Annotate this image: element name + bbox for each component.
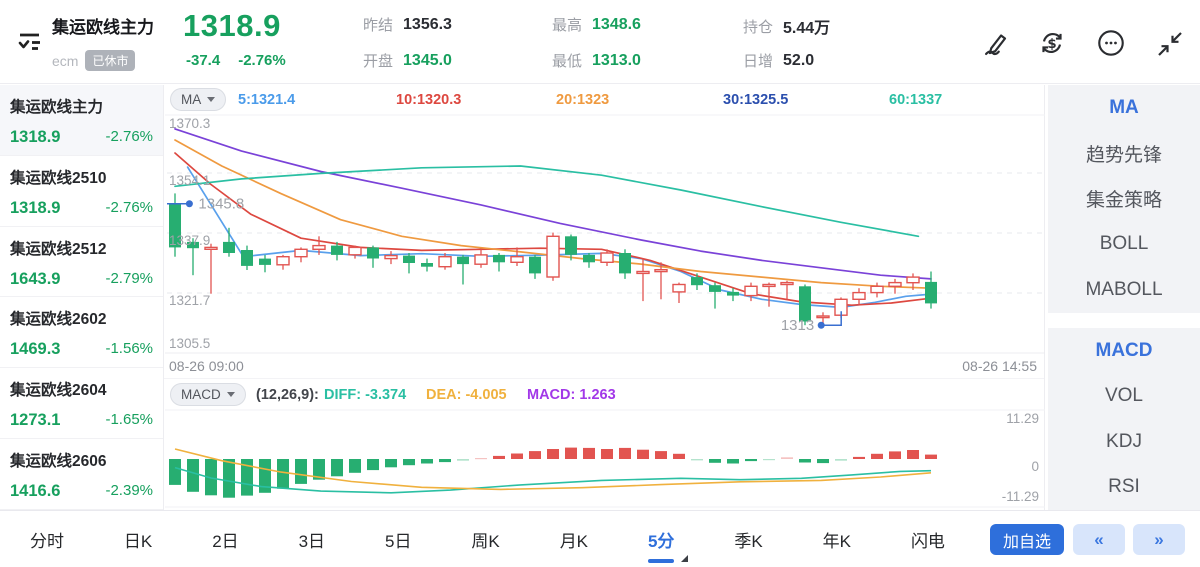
contract-title: 集运欧线主力 (52, 18, 154, 37)
timeframe-bar: 分时 日K 2日 3日 5日 周K 月K 5分 季K 年K 闪电 加自选 « » (0, 510, 1200, 567)
prev-page-button[interactable]: « (1073, 524, 1125, 555)
add-to-watchlist-button[interactable]: 加自选 (990, 524, 1065, 555)
sub-indicator-group: MACD VOL KDJ RSI (1048, 328, 1200, 510)
watchlist-item[interactable]: 集运欧线2602 1469.3 -1.56% (0, 297, 163, 369)
macd-diff-value: DIFF: -3.374 (324, 387, 407, 403)
indicator-item-macd[interactable]: MACD (1095, 339, 1153, 361)
price-change: -37.4 -2.76% (186, 52, 286, 69)
ma60-value: 60:1337 (889, 92, 943, 108)
svg-text:1305.5: 1305.5 (169, 336, 210, 351)
svg-text:0: 0 (1031, 459, 1039, 474)
change-value: -37.4 (186, 52, 221, 69)
ma20-value: 20:1323 (556, 92, 610, 108)
overlay-item-ma[interactable]: MA (1109, 96, 1139, 118)
tab-5day[interactable]: 5日 (385, 532, 412, 551)
quote-list-icon[interactable] (14, 26, 44, 61)
macd-params: (12,26,9): (256, 387, 319, 403)
contract-code: ecm (52, 52, 79, 69)
next-page-button[interactable]: » (1133, 524, 1185, 555)
indicator-item-rsi[interactable]: RSI (1108, 476, 1140, 498)
timeframe-tabs: 分时 日K 2日 3日 5日 周K 月K 5分 季K 年K 闪电 (0, 511, 975, 567)
tab-lightning[interactable]: 闪电 (910, 532, 945, 551)
overlay-item-boll[interactable]: BOLL (1099, 233, 1149, 255)
tab-5min[interactable]: 5分 (646, 523, 689, 563)
ma30-value: 30:1325.5 (723, 92, 789, 108)
svg-text:1370.3: 1370.3 (169, 116, 210, 131)
time-axis: 08-26 09:00 08-26 14:55 (164, 356, 1044, 377)
stat-low: 最低 1313.0 (552, 51, 641, 71)
last-price: 1318.9 (183, 8, 281, 43)
header: 集运欧线主力 ecm 已休市 1318.9 -37.4 -2.76% 昨结 13… (0, 0, 1200, 84)
stat-prev-settle: 昨结 1356.3 (363, 15, 452, 35)
draw-annotation-icon[interactable] (977, 27, 1009, 59)
ma10-value: 10:1320.3 (396, 92, 462, 108)
tab-quarterly-k[interactable]: 季K (734, 532, 763, 551)
tab-3day[interactable]: 3日 (298, 532, 326, 551)
svg-text:11.29: 11.29 (1006, 411, 1039, 426)
tab-2day[interactable]: 2日 (212, 532, 239, 551)
indicator-item-kdj[interactable]: KDJ (1106, 430, 1142, 452)
watchlist-item[interactable]: 集运欧线2606 1416.6 -2.39% (0, 439, 163, 510)
macd-dea-value: DEA: -4.005 (426, 387, 507, 403)
currency-refresh-icon[interactable]: $ (1036, 27, 1068, 59)
tab-yearly-k[interactable]: 年K (822, 532, 851, 551)
macd-selector-button[interactable]: MACD (170, 383, 246, 406)
axis-start-time: 08-26 09:00 (169, 358, 244, 374)
stat-open: 开盘 1345.0 (363, 51, 452, 71)
more-options-icon[interactable] (1095, 27, 1127, 59)
tab-weekly-k[interactable]: 周K (471, 532, 500, 551)
stat-high: 最高 1348.6 (552, 15, 641, 35)
watchlist-sidebar: 集运欧线主力 1318.9 -2.76% 集运欧线2510 1318.9 -2.76… (0, 85, 163, 510)
watchlist-item[interactable]: 集运欧线2512 1643.9 -2.79% (0, 227, 163, 298)
svg-text:1345.8: 1345.8 (198, 196, 244, 213)
overlay-item-jijin-strategy[interactable]: 集金策略 (1085, 190, 1162, 212)
macd-macd-value: MACD: 1.263 (527, 387, 616, 403)
watchlist-item[interactable]: 集运欧线主力 1318.9 -2.76% (0, 85, 163, 156)
market-status-badge: 已休市 (85, 50, 136, 71)
ma-selector-button[interactable]: MA (170, 88, 227, 111)
svg-text:1321.7: 1321.7 (169, 293, 210, 308)
indicator-panel: MA 趋势先锋 集金策略 BOLL MABOLL MACD VOL KDJ RS… (1048, 85, 1200, 510)
stat-open-interest: 持仓 5.44万 (743, 18, 831, 38)
chart-region[interactable]: 1345.8 1313 1370.3 1354.1 1337.9 1321.7 1305.5… (163, 85, 1045, 510)
tab-minute-line[interactable]: 分时 (29, 532, 64, 551)
indicator-item-vol[interactable]: VOL (1104, 385, 1144, 407)
collapse-icon[interactable] (1154, 27, 1186, 59)
svg-text:1354.1: 1354.1 (169, 173, 210, 188)
svg-text:-11.29: -11.29 (1002, 489, 1039, 504)
tab-daily-k[interactable]: 日K (123, 532, 153, 551)
ma5-value: 5:1321.4 (238, 92, 296, 108)
macd-toolbar: MACD (12,26,9): DIFF: -3.374 DEA: -4.005… (164, 378, 1044, 409)
candlestick-macd-chart[interactable]: 1345.8 1313 1370.3 1354.1 1337.9 1321.7 1305.5… (164, 85, 1046, 510)
svg-text:1337.9: 1337.9 (169, 233, 210, 248)
overlay-indicator-group: MA 趋势先锋 集金策略 BOLL MABOLL (1048, 85, 1200, 313)
axis-end-time: 08-26 14:55 (962, 358, 1037, 374)
active-tab-underline (648, 559, 675, 563)
chevron-down-icon (207, 97, 216, 102)
watchlist-item[interactable]: 集运欧线2510 1318.9 -2.76% (0, 156, 163, 227)
ma-toolbar: MA 5:1321.4 10:1320.3 20:1323 30:1325.5 … (164, 87, 1044, 114)
dropdown-corner-icon (681, 555, 689, 562)
svg-text:$: $ (1047, 37, 1056, 52)
svg-text:1313: 1313 (781, 317, 814, 334)
tab-monthly-k[interactable]: 月K (559, 532, 589, 551)
overlay-item-maboll[interactable]: MABOLL (1085, 278, 1163, 300)
stat-daily-increase: 日增 52.0 (743, 51, 815, 71)
watchlist-item[interactable]: 集运欧线2604 1273.1 -1.65% (0, 368, 163, 439)
chevron-down-icon (226, 392, 235, 397)
change-percent: -2.76% (238, 52, 286, 69)
overlay-item-trend-pioneer[interactable]: 趋势先锋 (1085, 144, 1162, 166)
